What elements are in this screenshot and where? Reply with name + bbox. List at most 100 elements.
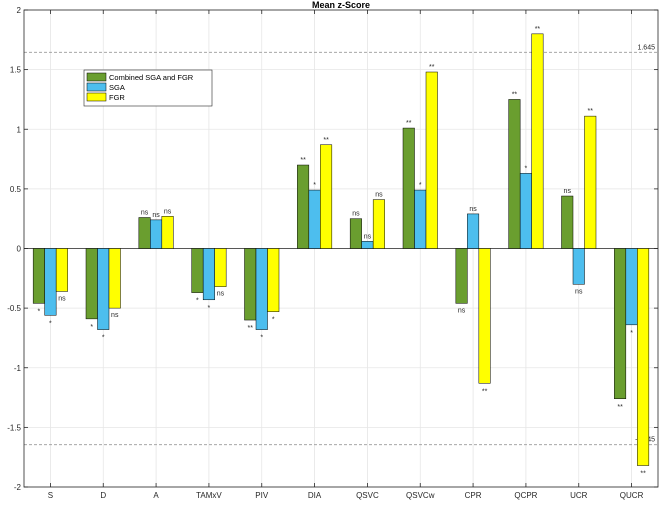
bar <box>32 248 45 304</box>
bar <box>531 33 544 249</box>
significance-label: ns <box>564 188 572 195</box>
significance-label: ns <box>352 211 360 218</box>
significance-label: ns <box>152 212 160 219</box>
significance-label: ** <box>323 137 329 144</box>
bar <box>202 248 215 301</box>
significance-label: * <box>90 324 93 331</box>
x-tick-label: QCPR <box>514 491 537 500</box>
significance-label: ** <box>406 120 412 127</box>
significance-label: ns <box>164 208 172 215</box>
significance-label: ns <box>375 192 383 199</box>
y-tick-label: -2 <box>14 483 22 492</box>
bar <box>320 144 333 249</box>
bar <box>267 248 280 312</box>
significance-label: ns <box>364 233 372 240</box>
bar <box>414 189 427 249</box>
y-tick-label: -1 <box>14 364 22 373</box>
significance-label: ns <box>217 291 225 298</box>
bar <box>455 248 468 304</box>
significance-label: ns <box>469 206 477 213</box>
significance-label: ns <box>111 312 119 319</box>
significance-label: * <box>419 182 422 189</box>
reference-line-label: 1.645 <box>637 44 655 51</box>
bar <box>425 71 438 249</box>
bar <box>467 213 480 249</box>
bar <box>519 173 532 249</box>
bar <box>361 241 374 249</box>
bar <box>402 127 415 249</box>
significance-label: ns <box>458 307 466 314</box>
bar <box>191 248 204 293</box>
legend-label: Combined SGA and FGR <box>109 73 194 82</box>
significance-label: ns <box>575 288 583 295</box>
bar <box>255 248 268 330</box>
y-tick-label: 1.5 <box>10 66 22 75</box>
significance-label: ns <box>58 295 66 302</box>
bar <box>508 99 521 249</box>
bar <box>161 216 174 249</box>
bar <box>372 199 385 249</box>
bar <box>214 248 227 287</box>
significance-label: ** <box>482 388 488 395</box>
legend-swatch <box>86 82 107 92</box>
significance-label: * <box>630 330 633 337</box>
significance-label: ** <box>429 64 435 71</box>
bar <box>572 248 585 285</box>
bar <box>55 248 68 292</box>
x-tick-label: D <box>100 491 106 500</box>
significance-label: ** <box>588 108 594 115</box>
x-tick-label: QUCR <box>620 491 644 500</box>
y-tick-label: 0.5 <box>10 185 22 194</box>
y-tick-label: -0.5 <box>7 304 21 313</box>
significance-label: ** <box>248 325 254 332</box>
significance-label: * <box>38 308 41 315</box>
bar <box>244 248 257 321</box>
significance-label: * <box>272 317 275 324</box>
legend-swatch <box>86 72 107 82</box>
x-tick-label: QSVCw <box>406 491 435 500</box>
significance-label: ** <box>512 91 518 98</box>
bar <box>44 248 57 316</box>
significance-label: ** <box>535 26 541 33</box>
bar <box>308 189 321 249</box>
bar <box>625 248 638 326</box>
y-tick-label: 1 <box>17 125 22 134</box>
bar <box>478 248 491 384</box>
bar <box>297 164 310 249</box>
x-tick-label: S <box>48 491 53 500</box>
significance-label: * <box>102 335 105 342</box>
bar <box>561 195 574 249</box>
bar <box>614 248 627 400</box>
x-tick-label: DIA <box>308 491 322 500</box>
y-tick-label: 2 <box>17 6 22 15</box>
bar <box>138 217 151 249</box>
significance-label: * <box>525 165 528 172</box>
legend-label: FGR <box>109 93 125 102</box>
bar <box>150 219 163 249</box>
x-tick-label: TAMxV <box>196 491 222 500</box>
significance-label: * <box>260 335 263 342</box>
x-tick-label: UCR <box>570 491 588 500</box>
significance-label: * <box>208 305 211 312</box>
x-tick-label: CPR <box>465 491 482 500</box>
x-tick-label: A <box>153 491 159 500</box>
significance-label: * <box>196 298 199 305</box>
significance-label: ** <box>300 157 306 164</box>
bar <box>97 248 110 330</box>
bar <box>584 115 597 249</box>
significance-label: * <box>313 182 316 189</box>
legend-swatch <box>86 92 107 102</box>
significance-label: ns <box>141 209 149 216</box>
bar <box>349 218 362 249</box>
significance-label: * <box>49 320 52 327</box>
bar <box>85 248 98 320</box>
y-tick-label: -1.5 <box>7 423 21 432</box>
x-tick-label: PIV <box>255 491 269 500</box>
y-tick-label: 0 <box>17 245 22 254</box>
chart-title: Mean z-Score <box>312 0 370 10</box>
x-tick-label: QSVC <box>356 491 379 500</box>
legend-label: SGA <box>109 83 125 92</box>
